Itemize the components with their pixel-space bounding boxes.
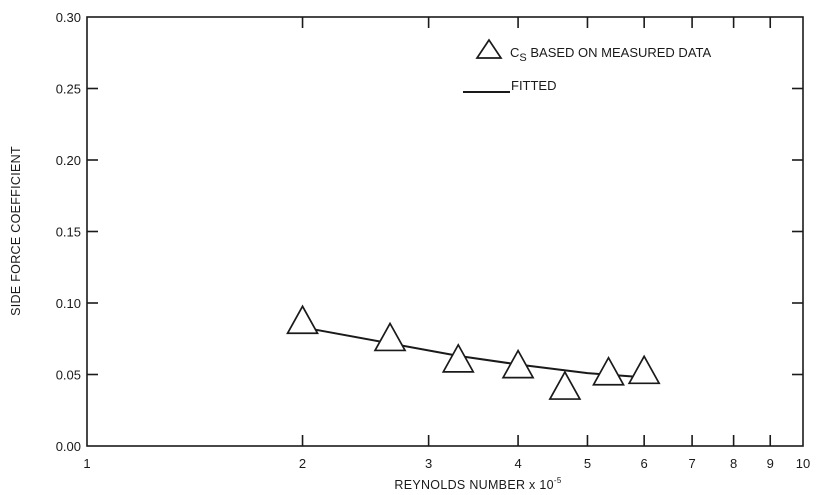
data-point-triangle [286, 304, 319, 335]
x-tick-label: 7 [688, 456, 695, 471]
y-tick-label: 0.05 [56, 368, 81, 383]
data-point-triangle [441, 343, 475, 373]
data-point-triangle [501, 348, 535, 379]
y-tick-label: 0.00 [56, 439, 81, 454]
x-tick-label: 6 [641, 456, 648, 471]
legend-measured-label: CS BASED ON MEASURED DATA [510, 45, 712, 64]
fitted-line-layer [302, 326, 645, 379]
legend-measured-label-rest: BASED ON MEASURED DATA [527, 45, 712, 60]
data-point-triangle [627, 354, 661, 385]
legend-triangle-marker [475, 38, 503, 59]
x-tick-label: 3 [425, 456, 432, 471]
data-point-triangle [373, 321, 407, 352]
fitted-line [302, 326, 645, 379]
data-markers [286, 304, 661, 400]
legend-fitted-label: FITTED [511, 78, 557, 93]
y-tick-label: 0.25 [56, 82, 81, 97]
x-tick-label: 1 [83, 456, 90, 471]
y-tick-label: 0.20 [56, 153, 81, 168]
x-tick-label: 4 [514, 456, 521, 471]
y-tick-label: 0.15 [56, 225, 81, 240]
axis-ticks [87, 17, 803, 446]
x-tick-label: 5 [584, 456, 591, 471]
x-axis-label-exponent: -5 [554, 476, 562, 485]
x-axis-label-text: REYNOLDS NUMBER x 10 [394, 478, 554, 492]
legend-measured-label-sub: S [519, 52, 526, 64]
legend-measured-label-main: C [510, 45, 519, 60]
data-point-triangle [548, 370, 582, 400]
tick-labels: 1 2 3 4 5 6 7 8 9 10 0.00 0.05 0.10 0.15 0.20 0.25 0.30 [56, 10, 811, 471]
plot-frame [86, 16, 804, 447]
data-point-triangle [592, 356, 625, 386]
x-tick-label: 9 [767, 456, 774, 471]
x-tick-label: 2 [299, 456, 306, 471]
y-tick-label: 0.10 [56, 296, 81, 311]
legend: CS BASED ON MEASURED DATA FITTED [463, 38, 712, 93]
y-tick-label: 0.30 [56, 10, 81, 25]
x-axis-label: REYNOLDS NUMBER x 10-5 [394, 476, 561, 492]
x-tick-label: 10 [796, 456, 810, 471]
x-tick-label: 8 [730, 456, 737, 471]
y-axis-label: SIDE FORCE COEFFICIENT [9, 146, 23, 316]
